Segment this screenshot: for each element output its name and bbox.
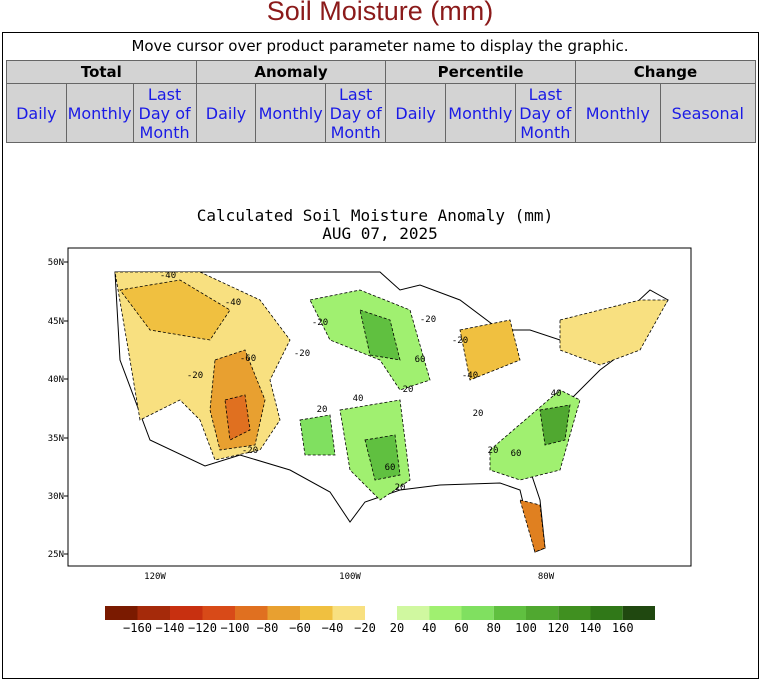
group-header: Anomaly (195, 60, 387, 84)
contour-label: 20 (473, 409, 484, 419)
colorbar-label: −40 (322, 621, 344, 635)
lat-label: 40N (48, 375, 64, 385)
colorbar-swatch (590, 606, 623, 620)
link-cell: Daily (6, 83, 67, 143)
lon-label: 80W (538, 572, 555, 582)
link-cell: Monthly (574, 83, 661, 143)
link-cell: Monthly (444, 83, 516, 143)
product-link[interactable]: Last Day of Month (329, 84, 382, 142)
product-link[interactable]: Daily (16, 103, 57, 123)
colorbar: −160 −140 −120 −100 −80 −60 −40 −20 20 40 60 80 100 1… (105, 606, 655, 635)
colorbar-swatch (332, 606, 365, 620)
colorbar-swatch (300, 606, 333, 620)
colorbar-label: −20 (354, 621, 376, 635)
lat-label: 50N (48, 258, 64, 268)
colorbar-label: −140 (156, 621, 185, 635)
product-link[interactable]: Last Day of Month (519, 84, 572, 142)
contour-label: 20 (317, 405, 328, 415)
link-cell: Last Day of Month (324, 83, 387, 143)
colorbar-swatch (105, 606, 138, 620)
map-date: AUG 07, 2025 (322, 224, 438, 243)
contour-label: -60 (240, 354, 256, 364)
contour-labels: -40 -40 -20 -60 -20 -20 -20 20 40 60 20 -20 -40 40 60 2… (160, 271, 562, 493)
colorbar-swatch (493, 606, 526, 620)
contour-label: 20 (395, 483, 406, 493)
contour-label: 60 (385, 463, 396, 473)
colorbar-label: 40 (422, 621, 436, 635)
product-link[interactable]: Daily (205, 103, 247, 123)
contour-label: -20 (420, 315, 436, 325)
colorbar-swatch (170, 606, 203, 620)
contour-label: 20 (488, 446, 499, 456)
product-link[interactable]: Last Day of Month (138, 84, 191, 142)
colorbar-label: 120 (547, 621, 569, 635)
colorbar-swatch (622, 606, 655, 620)
colorbar-swatch (397, 606, 430, 620)
anomaly-fields (114, 271, 669, 553)
link-cell: Monthly (255, 83, 326, 143)
product-link[interactable]: Monthly (258, 103, 323, 123)
contour-label: -40 (225, 298, 241, 308)
colorbar-swatch (461, 606, 494, 620)
contour-label: 40 (353, 394, 364, 404)
contour-label: -20 (452, 336, 468, 346)
map-axes: 50N 45N 40N 35N 30N 25N 120W 100W 80W (48, 258, 555, 582)
colorbar-swatch (267, 606, 300, 620)
map-title: Calculated Soil Moisture Anomaly (mm) (197, 206, 553, 225)
lat-label: 25N (48, 550, 64, 560)
contour-label: 20 (403, 385, 414, 395)
contour-label: -20 (312, 318, 328, 328)
lat-label: 35N (48, 434, 64, 444)
colorbar-swatch (235, 606, 268, 620)
contour-label: -40 (160, 271, 176, 281)
colorbar-swatch (558, 606, 591, 620)
link-cell: Daily (385, 83, 446, 143)
colorbar-swatch (137, 606, 170, 620)
link-cell: Daily (195, 83, 257, 143)
product-link[interactable]: Monthly (448, 103, 513, 123)
contour-label: 60 (415, 355, 426, 365)
link-cell: Monthly (65, 83, 134, 143)
contour-label: -20 (187, 371, 203, 381)
contour-label: 60 (511, 449, 522, 459)
colorbar-label: 60 (454, 621, 468, 635)
contour-label: -40 (462, 371, 478, 381)
colorbar-swatch (429, 606, 462, 620)
page-title: Soil Moisture (mm) (266, 0, 494, 26)
link-cell: Last Day of Month (132, 83, 197, 143)
colorbar-label: −120 (188, 621, 217, 635)
contour-label: -20 (294, 349, 310, 359)
colorbar-label: 20 (390, 621, 404, 635)
lat-label: 45N (48, 317, 64, 327)
colorbar-label: −160 (123, 621, 152, 635)
product-table: Total Anomaly Percentile Change Daily Monthly… (6, 60, 757, 143)
link-cell: Last Day of Month (514, 83, 576, 143)
product-link[interactable]: Seasonal (671, 103, 744, 123)
colorbar-label: −100 (221, 621, 250, 635)
group-header: Change (574, 60, 757, 84)
colorbar-label: −60 (289, 621, 311, 635)
colorbar-label: −80 (257, 621, 279, 635)
product-link[interactable]: Daily (395, 103, 436, 123)
colorbar-label: 140 (580, 621, 602, 635)
product-link[interactable]: Monthly (67, 103, 132, 123)
group-header: Total (6, 60, 197, 84)
link-cell: Seasonal (659, 83, 757, 143)
colorbar-swatch (526, 606, 559, 620)
colorbar-label: 100 (515, 621, 537, 635)
instruction: Move cursor over product parameter name … (131, 37, 629, 55)
group-header: Percentile (385, 60, 576, 84)
content-box (2, 32, 759, 679)
product-link[interactable]: Monthly (585, 103, 650, 123)
lon-label: 120W (144, 572, 166, 582)
contour-label: -20 (242, 446, 258, 456)
lat-label: 30N (48, 492, 64, 502)
colorbar-swatch (202, 606, 235, 620)
contour-label: 40 (551, 389, 562, 399)
colorbar-label: 80 (487, 621, 501, 635)
colorbar-label: 160 (612, 621, 634, 635)
lon-label: 100W (339, 572, 361, 582)
